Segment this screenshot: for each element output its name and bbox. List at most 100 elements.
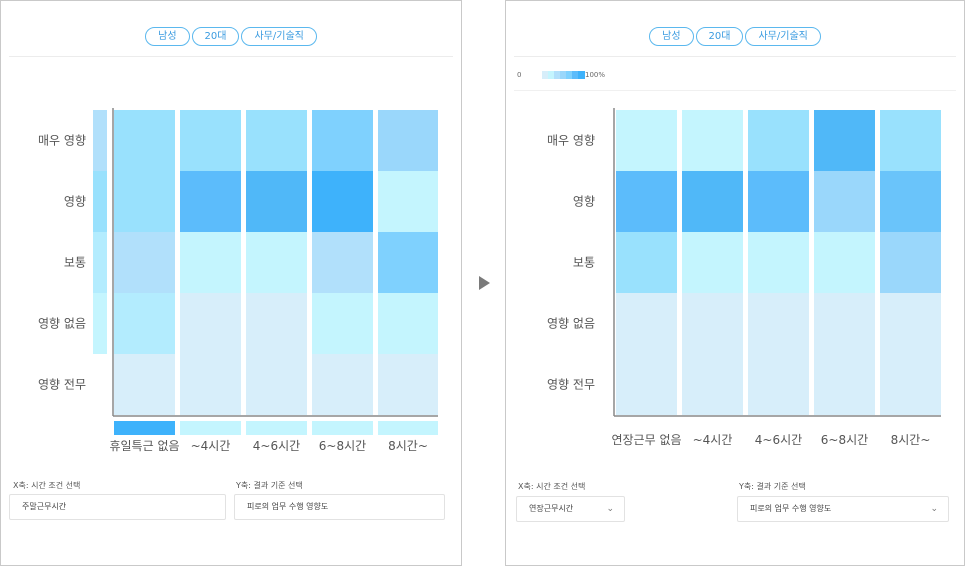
filter-gender-pill[interactable]: 남성: [145, 27, 190, 46]
y-tick-label: 영향: [64, 195, 86, 209]
x-axis-select-label: X축: 시간 조건 선택: [13, 481, 81, 490]
filter-pills: 남성 20대 사무/기술직: [1, 27, 461, 47]
heatmap-cell: [180, 110, 241, 171]
y-axis-select[interactable]: 피로의 업무 수행 영향도: [234, 494, 445, 520]
heatmap-cell: [312, 232, 373, 293]
heatmap-cell: [814, 171, 875, 232]
y-tick-label: 매우 영향: [38, 134, 86, 148]
heatmap-cell: [114, 171, 175, 232]
heatmap-cell: [880, 110, 941, 171]
marginal-x-bar: [378, 421, 438, 435]
y-axis-select[interactable]: 피로의 업무 수행 영향도 ⌄: [737, 496, 949, 522]
heatmap-cell: [246, 354, 307, 415]
heatmap-cell: [880, 232, 941, 293]
heatmap-cell: [246, 110, 307, 171]
filter-age-pill[interactable]: 20대: [695, 27, 744, 46]
heatmap-cell: [880, 171, 941, 232]
heatmap-cell: [682, 232, 743, 293]
heatmap-cell: [312, 354, 373, 415]
heatmap-cell: [748, 171, 809, 232]
chevron-down-icon: ⌄: [606, 504, 614, 514]
left-panel: 남성 20대 사무/기술직 매우 영향 영향 보통 영향 없음 영향 전무 휴일특근 없음…: [0, 0, 462, 566]
x-tick-label: 6~8시간: [821, 433, 868, 447]
heatmap-cell: [682, 110, 743, 171]
y-tick-label: 영향 없음: [547, 317, 595, 331]
heatmap-cell: [616, 110, 677, 171]
heatmap-cell: [378, 354, 438, 415]
x-tick-label: 6~8시간: [319, 439, 366, 453]
chevron-down-icon: ⌄: [930, 504, 938, 514]
legend-swatch: [578, 71, 585, 79]
x-tick-label: ~4시간: [191, 439, 231, 453]
heatmap-cell: [378, 232, 438, 293]
y-tick-label: 보통: [64, 256, 86, 270]
heatmap-cell: [814, 354, 875, 415]
legend-swatch: [554, 71, 561, 79]
y-axis-select-value: 피로의 업무 수행 영향도: [750, 504, 832, 513]
marginal-y-bar: [93, 110, 107, 171]
y-axis-select-label: Y축: 결과 기준 선택: [236, 481, 303, 490]
filter-pills: 남성 20대 사무/기술직: [506, 27, 964, 47]
legend-min-label: 0: [517, 71, 522, 79]
heatmap-cell: [682, 171, 743, 232]
legend-divider: [514, 90, 956, 91]
heatmap-cell: [312, 293, 373, 354]
heatmap-cell: [748, 293, 809, 354]
legend-swatch: [548, 71, 555, 79]
x-tick-label: 8시간~: [891, 433, 931, 447]
heatmap-cell: [378, 293, 438, 354]
filter-gender-pill[interactable]: 남성: [649, 27, 694, 46]
heatmap-cell: [180, 293, 241, 354]
filter-age-pill[interactable]: 20대: [191, 27, 240, 46]
heatmap-cell: [682, 293, 743, 354]
legend-swatch: [566, 71, 573, 79]
heatmap-cell: [814, 232, 875, 293]
heatmap-cell: [246, 171, 307, 232]
y-axis-select-value: 피로의 업무 수행 영향도: [247, 502, 329, 511]
y-tick-label: 영향: [573, 195, 595, 209]
filter-job-pill[interactable]: 사무/기술직: [241, 27, 317, 46]
heatmap-cell: [682, 354, 743, 415]
marginal-y-bar: [93, 232, 107, 293]
heatmap-cell: [114, 354, 175, 415]
heatmap-cell: [748, 110, 809, 171]
heatmap-cell: [180, 354, 241, 415]
legend-swatch: [542, 71, 549, 79]
legend-max-label: 100%: [585, 71, 606, 79]
heatmap-cell: [114, 232, 175, 293]
heatmap-cell: [246, 232, 307, 293]
x-tick-label: ~4시간: [693, 433, 733, 447]
legend-swatch: [560, 71, 567, 79]
y-tick-label: 영향 없음: [38, 317, 86, 331]
heatmap-cell: [114, 293, 175, 354]
marginal-x-bar: [180, 421, 241, 435]
header-divider: [9, 56, 453, 57]
heatmap-cell: [880, 293, 941, 354]
x-axis-select-value: 주말근무시간: [22, 502, 67, 511]
heatmap-cell: [616, 293, 677, 354]
x-axis-select[interactable]: 주말근무시간: [9, 494, 226, 520]
heatmap-cell: [378, 110, 438, 171]
marginal-x-bar: [246, 421, 307, 435]
x-tick-label: 8시간~: [388, 439, 428, 453]
heatmap-cell: [814, 110, 875, 171]
heatmap-cell: [312, 171, 373, 232]
marginal-x-bar: [312, 421, 373, 435]
heatmap-cell: [180, 232, 241, 293]
heatmap-cell: [312, 110, 373, 171]
y-tick-label: 보통: [573, 256, 595, 270]
header-divider: [514, 56, 956, 57]
heatmap-cell: [616, 232, 677, 293]
x-tick-label: 4~6시간: [253, 439, 300, 453]
next-arrow-icon: [479, 276, 490, 290]
heatmap-cell: [814, 293, 875, 354]
y-tick-label: 영향 전무: [38, 378, 86, 392]
heatmap-cell: [748, 354, 809, 415]
heatmap-cell: [880, 354, 941, 415]
filter-job-pill[interactable]: 사무/기술직: [745, 27, 821, 46]
heatmap-cell: [114, 110, 175, 171]
x-axis-select[interactable]: 연장근무시간 ⌄: [516, 496, 625, 522]
y-tick-label: 매우 영향: [547, 134, 595, 148]
